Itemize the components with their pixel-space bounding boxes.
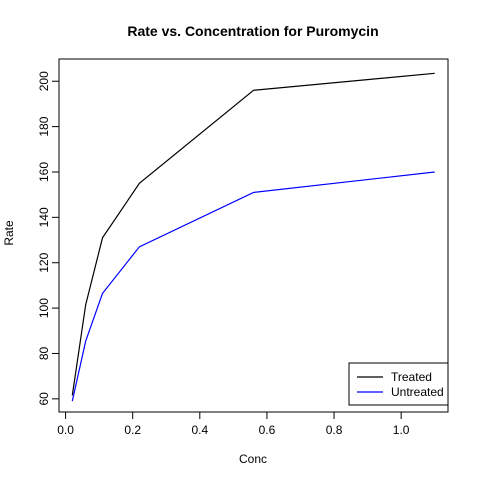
x-axis-title: Conc — [239, 452, 267, 466]
legend-box — [348, 362, 449, 406]
series-line-treated — [71, 72, 435, 396]
x-tick-label: 0.8 — [326, 423, 343, 437]
y-tick-label: 140 — [37, 207, 51, 227]
x-tick-label: 0.0 — [57, 423, 74, 437]
x-tick-label: 1.0 — [393, 423, 410, 437]
y-tick-label: 180 — [37, 116, 51, 136]
x-tick-label: 0.2 — [124, 423, 141, 437]
series-line-untreated — [71, 171, 435, 402]
y-tick-label: 60 — [37, 392, 51, 406]
legend-label: Treated — [391, 370, 432, 384]
legend-label: Untreated — [391, 385, 444, 399]
y-tick-label: 80 — [37, 346, 51, 360]
x-tick-label: 0.4 — [191, 423, 208, 437]
y-tick-label: 120 — [37, 252, 51, 272]
y-axis: 60 80 100 120 140 160 180 200 — [37, 71, 59, 406]
y-tick-label: 100 — [37, 298, 51, 318]
plot-frame — [58, 58, 449, 413]
chart-title: Rate vs. Concentration for Puromycin — [127, 23, 378, 39]
y-tick-label: 200 — [37, 71, 51, 91]
y-axis-title: Rate — [2, 220, 16, 246]
x-axis: 0.0 0.2 0.4 0.6 0.8 1.0 — [57, 412, 410, 437]
series-layer — [71, 72, 435, 402]
y-tick-label: 160 — [37, 162, 51, 182]
x-tick-label: 0.6 — [259, 423, 276, 437]
